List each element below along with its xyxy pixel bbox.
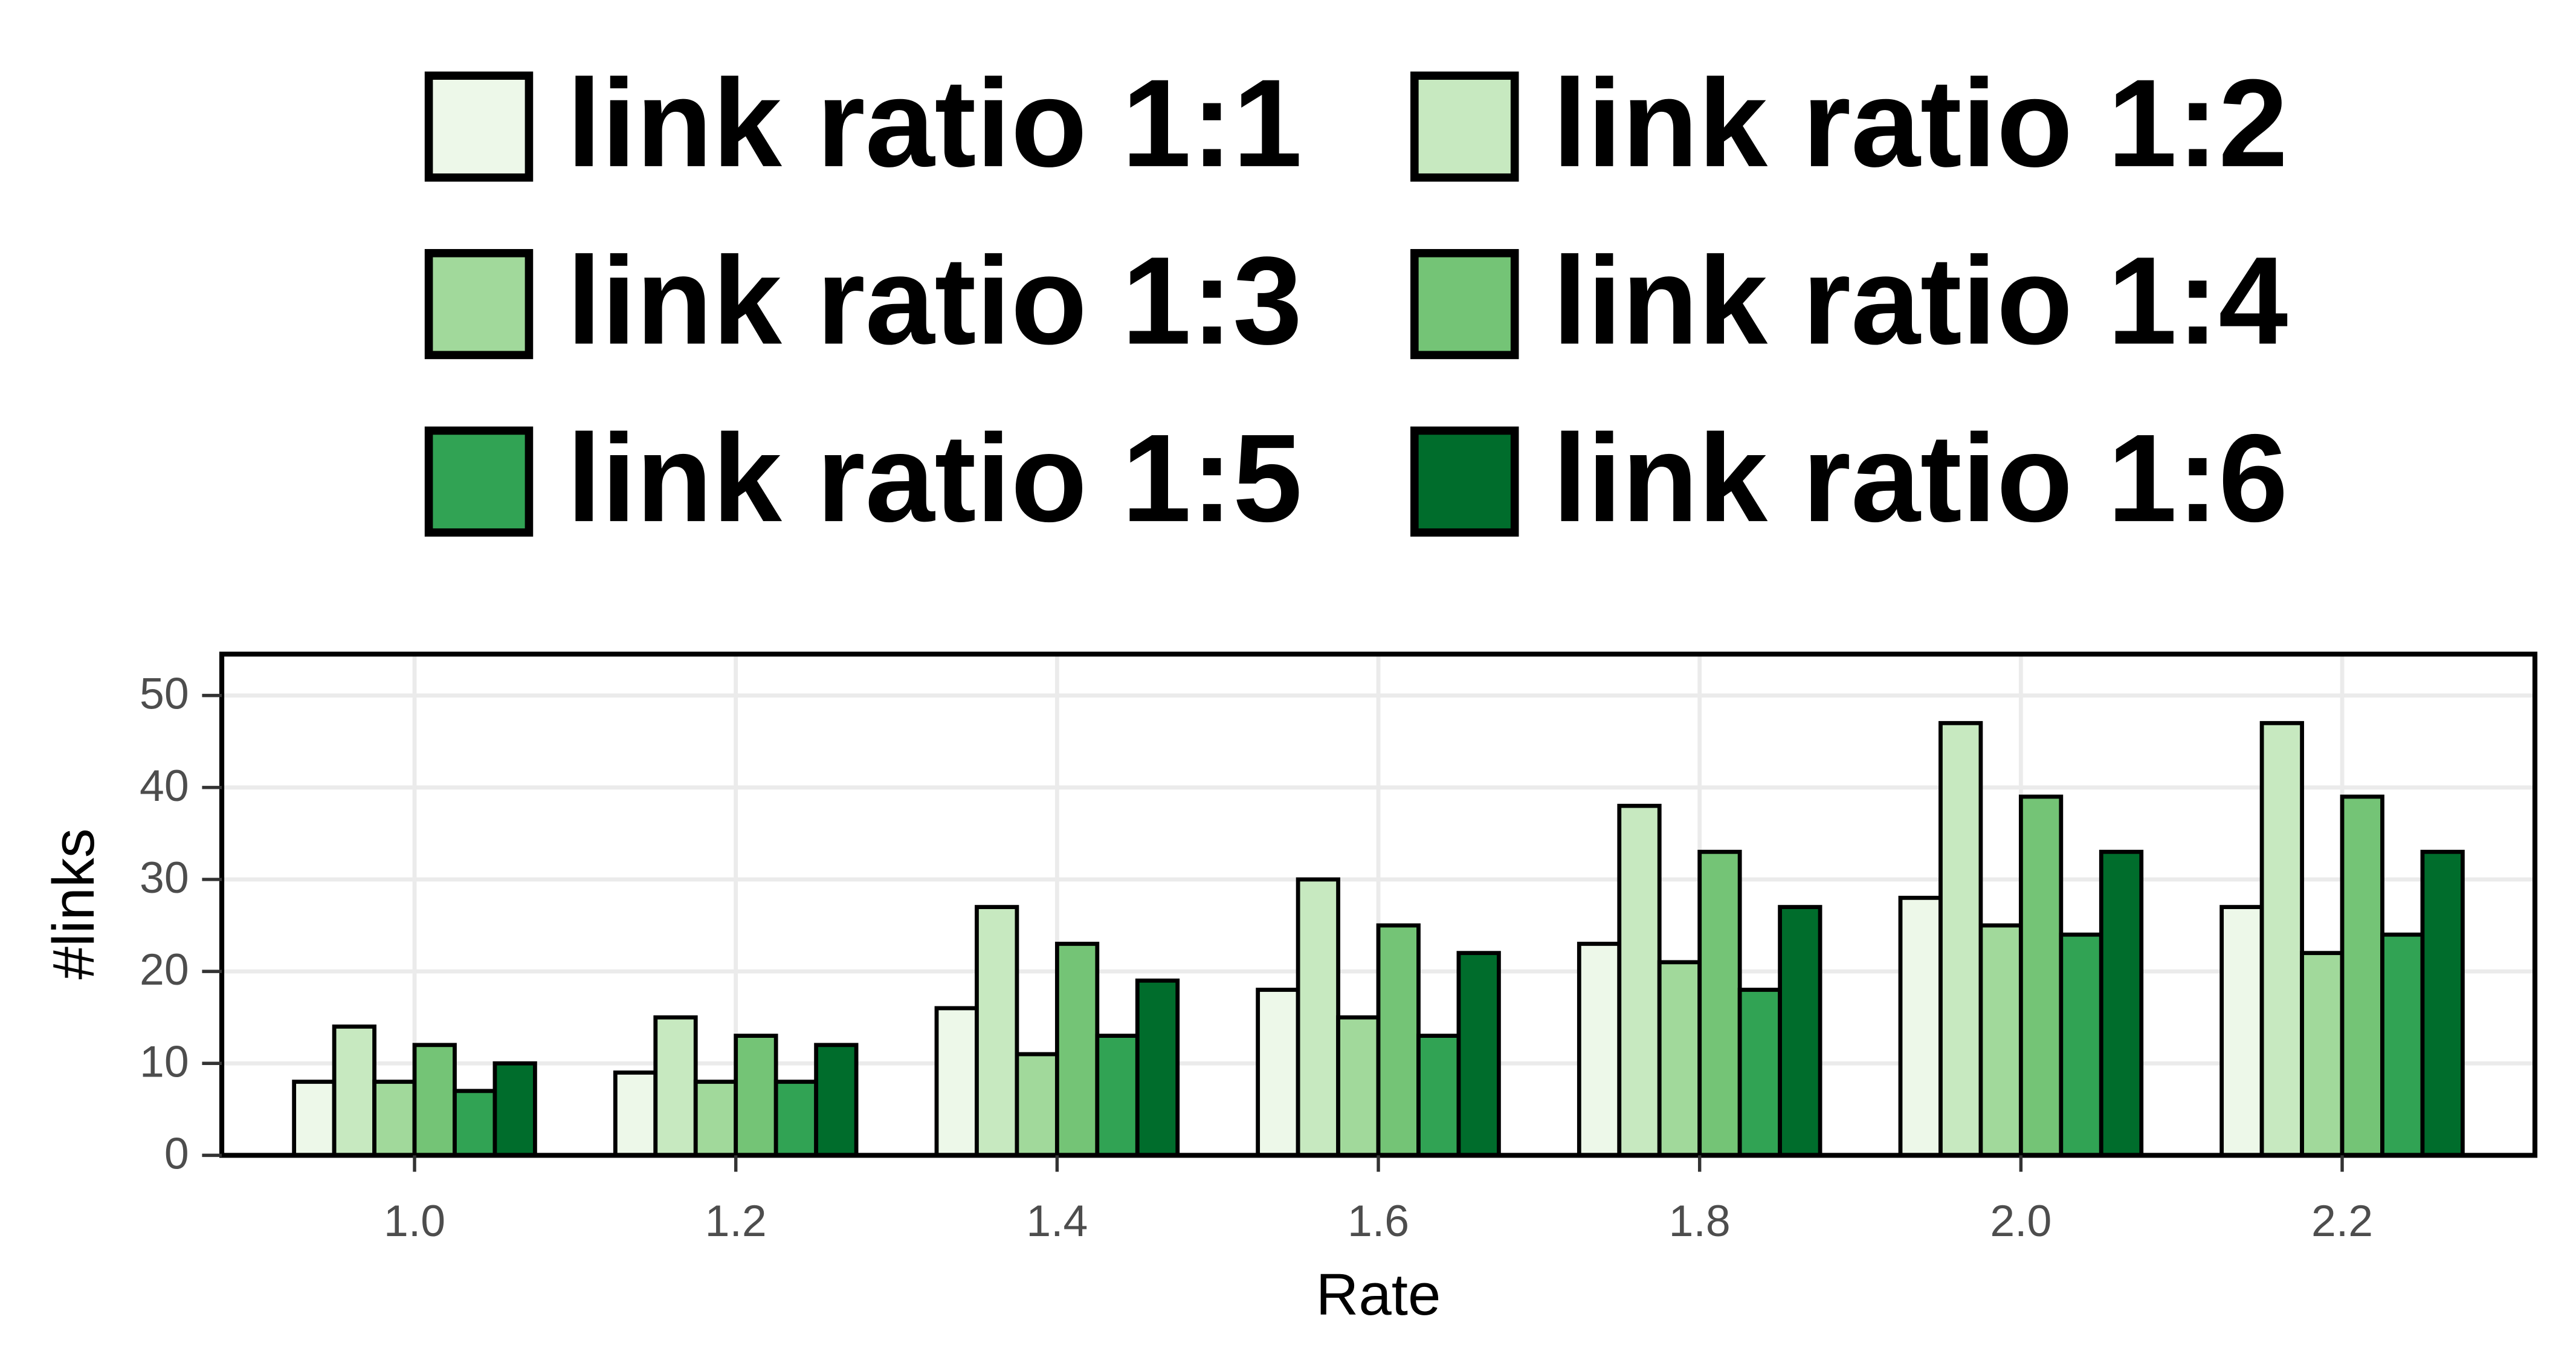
x-axis-title: Rate [1316, 1261, 1441, 1327]
bar [1015, 1052, 1059, 1158]
legend-key [424, 71, 534, 182]
bar [1456, 951, 1501, 1158]
bar [653, 1015, 698, 1158]
bar [1376, 923, 1421, 1158]
x-tick-label: 1.6 [1348, 1196, 1409, 1246]
x-tick-label: 1.0 [384, 1196, 445, 1246]
bar [1657, 960, 1702, 1158]
bar [292, 1080, 337, 1158]
legend-label: link ratio 1:1 [567, 53, 1302, 193]
bar [1778, 905, 1822, 1158]
legend-label: link ratio 1:3 [567, 231, 1302, 371]
x-tick-label: 2.2 [2311, 1196, 2373, 1246]
y-tick-label: 20 [140, 945, 189, 994]
bar [2259, 720, 2304, 1158]
bar [372, 1080, 417, 1158]
bars [292, 720, 2465, 1158]
legend-label: link ratio 1:6 [1552, 408, 2288, 548]
bar [1617, 803, 1662, 1158]
bar [2219, 905, 2264, 1158]
bar [814, 1043, 859, 1158]
bar [1416, 1034, 1461, 1158]
bar [613, 1070, 658, 1158]
bar [1054, 942, 1100, 1158]
bar [492, 1061, 537, 1158]
y-tick-label: 50 [140, 669, 189, 719]
y-tick-label: 30 [140, 853, 189, 902]
bar [453, 1089, 497, 1158]
bar [773, 1080, 819, 1158]
bar [975, 905, 1019, 1158]
bar [1135, 978, 1180, 1158]
bar [1577, 942, 1622, 1158]
legend-label: link ratio 1:2 [1552, 53, 2288, 193]
ticks: 0 10 20 30 40 50 1.0 1.2 1.4 1.6 1.8 2.0 2.2 [140, 669, 2373, 1246]
bar [734, 1034, 778, 1158]
bar [1737, 988, 1783, 1158]
bar [1938, 720, 1983, 1158]
legend-key [424, 249, 534, 360]
x-tick-label: 2.0 [1990, 1196, 2051, 1246]
bar [1978, 923, 2023, 1158]
legend-key [1410, 426, 1519, 537]
bar [2340, 794, 2384, 1158]
legend-key [1410, 71, 1519, 182]
bar [2420, 849, 2465, 1158]
y-axis-title: #links [40, 828, 106, 979]
bar [693, 1080, 738, 1158]
y-tick-label: 0 [164, 1129, 189, 1179]
x-tick-label: 1.4 [1026, 1196, 1088, 1246]
bar [1296, 877, 1340, 1158]
bar [412, 1043, 457, 1158]
bar [934, 1006, 979, 1158]
bar [1095, 1034, 1140, 1158]
legend: link ratio 1:1 link ratio 1:2 link ratio 1… [424, 53, 2288, 548]
legend-key [1410, 249, 1519, 360]
bar [2380, 932, 2425, 1158]
legend-label: link ratio 1:5 [567, 408, 1302, 548]
x-tick-label: 1.2 [705, 1196, 767, 1246]
bar [332, 1024, 376, 1158]
bar [2018, 794, 2064, 1158]
legend-label: link ratio 1:4 [1552, 231, 2288, 371]
bar [2059, 932, 2103, 1158]
bar [1697, 849, 1742, 1158]
x-tick-label: 1.8 [1669, 1196, 1731, 1246]
bar [1256, 988, 1300, 1158]
bar [1336, 1015, 1381, 1158]
y-tick-label: 40 [140, 761, 189, 811]
bar [1898, 895, 1943, 1158]
bar [2300, 951, 2345, 1158]
legend-key [424, 426, 534, 537]
y-tick-label: 10 [140, 1037, 189, 1086]
bar [2099, 849, 2144, 1158]
